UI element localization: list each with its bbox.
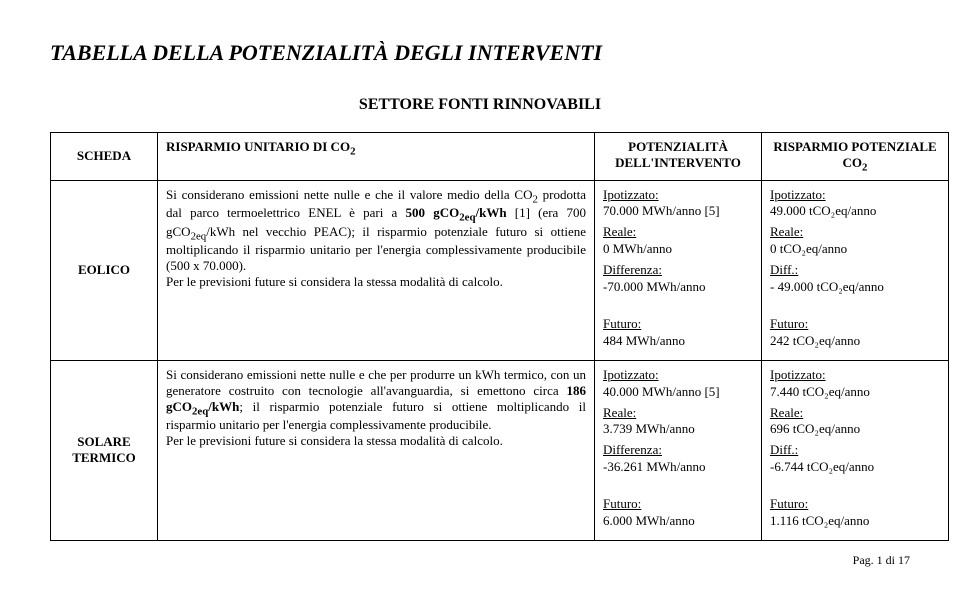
header-potenzialita: POTENZIALITÀ DELL'INTERVENTO	[595, 133, 762, 181]
risp-cell: Ipotizzato:49.000 tCO₂eq/anno Reale:0 tC…	[762, 180, 949, 360]
page-footer: Pag. 1 di 17	[50, 553, 910, 568]
header-scheda: SCHEDA	[51, 133, 158, 181]
pot-cell: Ipotizzato:70.000 MWh/anno [5] Reale:0 M…	[595, 180, 762, 360]
scheda-cell: SOLARE TERMICO	[51, 360, 158, 540]
table-row: EOLICO Si considerano emissioni nette nu…	[51, 180, 949, 360]
table-header-row: SCHEDA RISPARMIO UNITARIO DI CO2 POTENZI…	[51, 133, 949, 181]
table-row: SOLARE TERMICO Si considerano emissioni …	[51, 360, 949, 540]
pot-cell: Ipotizzato:40.000 MWh/anno [5] Reale:3.7…	[595, 360, 762, 540]
desc-cell: Si considerano emissioni nette nulle e c…	[158, 180, 595, 360]
header-risparmio-unitario: RISPARMIO UNITARIO DI CO2	[158, 133, 595, 181]
header-risparmio-potenziale: RISPARMIO POTENZIALE CO2	[762, 133, 949, 181]
section-subtitle: SETTORE FONTI RINNOVABILI	[50, 96, 910, 114]
scheda-cell: EOLICO	[51, 180, 158, 360]
page-title: TABELLA DELLA POTENZIALITÀ DEGLI INTERVE…	[50, 40, 910, 66]
main-table: SCHEDA RISPARMIO UNITARIO DI CO2 POTENZI…	[50, 132, 949, 541]
desc-cell: Si considerano emissioni nette nulle e c…	[158, 360, 595, 540]
risp-cell: Ipotizzato:7.440 tCO₂eq/anno Reale:696 t…	[762, 360, 949, 540]
